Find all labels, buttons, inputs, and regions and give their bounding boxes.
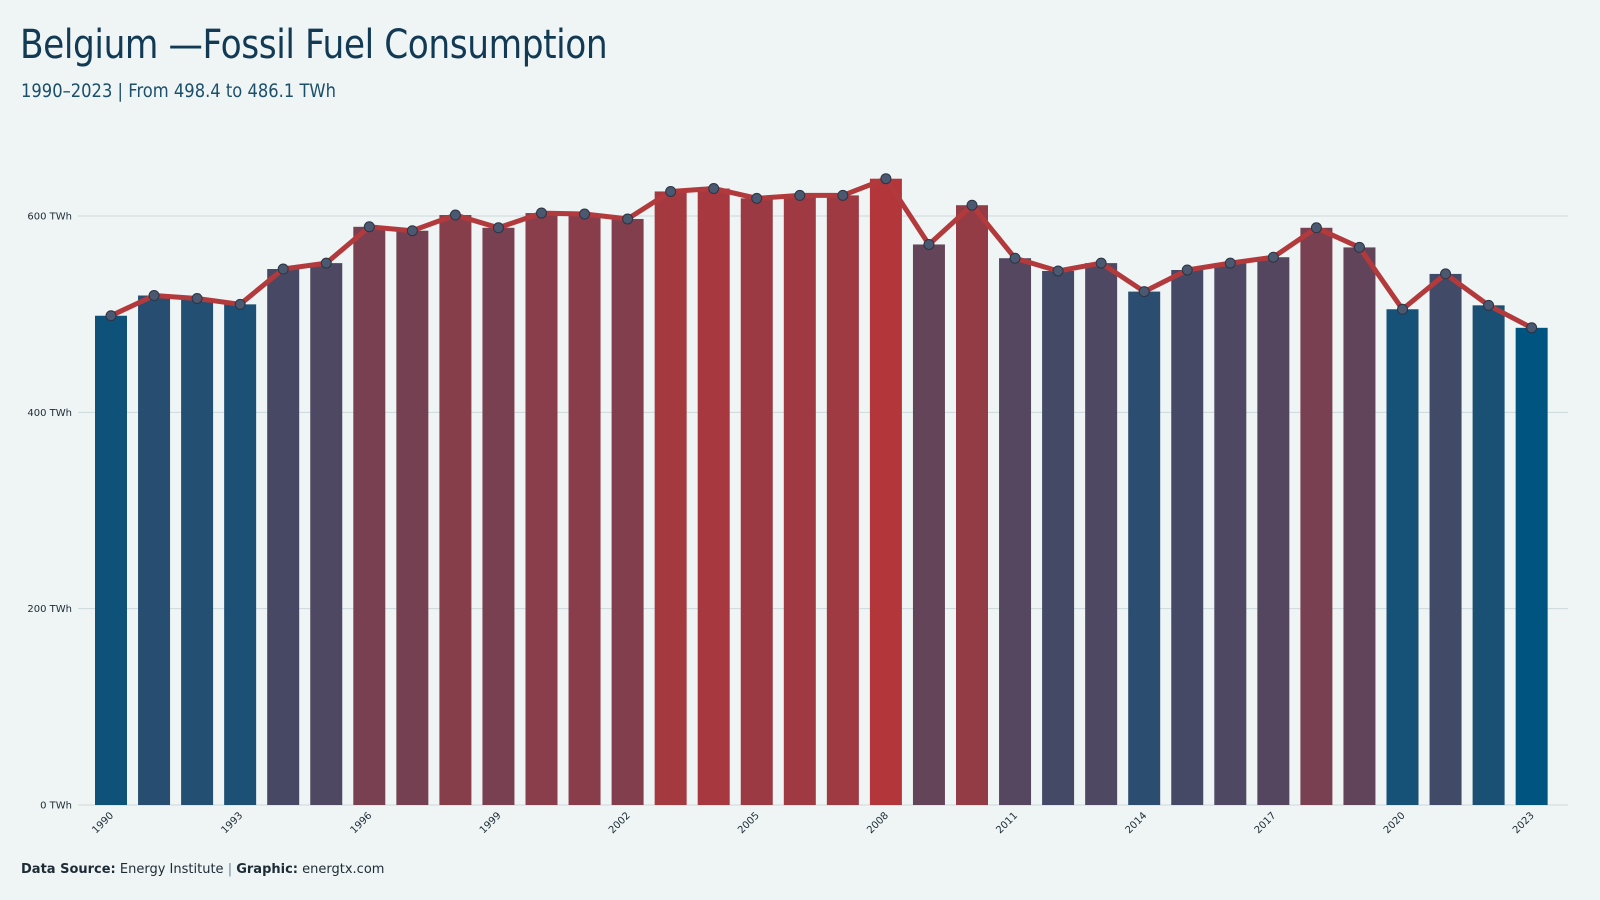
bar-2000 <box>525 213 558 805</box>
bar-2005 <box>740 198 773 805</box>
point-2002 <box>622 213 634 225</box>
source-value: Energy Institute <box>119 862 224 877</box>
bar-2010 <box>956 205 988 805</box>
x-tick-label: 2023 <box>1511 810 1537 836</box>
point-2017 <box>1267 251 1279 263</box>
y-tick-label: 200 TWh <box>27 604 72 615</box>
bar-1994 <box>267 269 300 805</box>
bar-1997 <box>396 230 429 806</box>
point-2001 <box>579 208 591 220</box>
source-key: Data Source: <box>21 862 116 877</box>
point-2023 <box>1526 322 1538 334</box>
point-2006 <box>794 189 806 201</box>
point-1995 <box>320 257 332 269</box>
point-2011 <box>1009 252 1021 264</box>
point-2019 <box>1353 241 1365 253</box>
point-2018 <box>1310 222 1322 234</box>
bar-2022 <box>1472 305 1505 805</box>
bar-1993 <box>224 304 257 805</box>
footer: Data Source: Energy Institute | Graphic:… <box>21 862 384 877</box>
chart-title: Belgium —Fossil Fuel Consumption <box>20 22 608 68</box>
point-2000 <box>536 207 547 219</box>
x-tick-label: 2017 <box>1253 810 1279 836</box>
x-tick-label: 1990 <box>90 810 116 836</box>
y-tick-label: 0 TWh <box>40 801 72 812</box>
point-1998 <box>449 209 461 221</box>
bar-2015 <box>1171 269 1204 805</box>
x-tick-label: 2005 <box>736 810 762 836</box>
bar-2019 <box>1343 247 1376 805</box>
bar-2011 <box>999 258 1032 805</box>
point-1997 <box>406 225 418 237</box>
x-tick-label: 2008 <box>865 810 891 836</box>
bar-2023 <box>1515 327 1548 805</box>
point-1992 <box>191 292 203 304</box>
y-tick-label: 400 TWh <box>27 408 72 419</box>
x-axis: 1990 1993 1996 1999 2002 2005 2008 2011 2014 2017… <box>90 810 1536 836</box>
x-tick-label: 1993 <box>219 810 245 836</box>
bar-2018 <box>1300 227 1333 805</box>
point-2016 <box>1224 257 1236 269</box>
bar-2013 <box>1085 263 1118 805</box>
point-2012 <box>1052 265 1064 277</box>
bar-2009 <box>912 244 945 806</box>
point-1994 <box>277 263 289 275</box>
point-2004 <box>708 183 720 195</box>
bar-1999 <box>482 227 515 805</box>
point-1993 <box>234 298 246 310</box>
bar-2012 <box>1042 270 1075 805</box>
x-tick-label: 2020 <box>1382 810 1408 836</box>
x-tick-label: 2002 <box>607 810 633 836</box>
x-tick-label: 1999 <box>478 810 504 836</box>
bar-2004 <box>697 188 730 806</box>
bar-2017 <box>1257 257 1290 806</box>
point-1990 <box>105 310 117 322</box>
point-2007 <box>837 189 849 201</box>
bar-2020 <box>1386 309 1419 805</box>
point-2022 <box>1483 299 1495 311</box>
x-tick-label: 1996 <box>349 810 375 836</box>
point-2015 <box>1181 264 1193 276</box>
bar-1998 <box>439 215 472 806</box>
graphic-key: Graphic: <box>236 862 298 877</box>
bar-2014 <box>1128 291 1161 805</box>
point-2005 <box>751 192 763 204</box>
bar-2016 <box>1214 263 1247 805</box>
point-2010 <box>966 199 978 211</box>
point-1999 <box>492 222 504 234</box>
point-2003 <box>665 185 677 197</box>
graphic-value: energtx.com <box>302 862 385 877</box>
bar-2002 <box>611 218 644 805</box>
point-2013 <box>1095 257 1107 269</box>
bar-2001 <box>568 214 601 805</box>
bar-2008 <box>869 178 902 806</box>
bar-1991 <box>138 295 171 805</box>
bar-2007 <box>826 195 859 805</box>
point-2008 <box>880 173 892 185</box>
chart-subtitle: 1990–2023 | From 498.4 to 486.1 TWh <box>21 80 336 102</box>
point-2021 <box>1440 268 1452 280</box>
bar-2003 <box>654 191 687 806</box>
point-1991 <box>148 290 160 302</box>
point-2020 <box>1397 303 1408 315</box>
point-2009 <box>923 238 935 250</box>
point-2014 <box>1138 286 1150 298</box>
x-tick-label: 2014 <box>1124 810 1150 836</box>
bar-1995 <box>310 263 343 805</box>
trend-line <box>108 176 1535 331</box>
x-tick-label: 2011 <box>994 810 1020 836</box>
y-tick-label: 600 TWh <box>27 212 72 223</box>
bar-1996 <box>353 226 386 805</box>
bar-2006 <box>783 195 816 805</box>
footer-separator: | <box>227 862 233 877</box>
line-layer <box>105 173 1538 334</box>
bar-2021 <box>1429 273 1462 805</box>
point-1996 <box>363 221 375 233</box>
bar-1990 <box>95 315 127 805</box>
bar-1992 <box>181 298 214 805</box>
bar-layer <box>95 178 1548 806</box>
